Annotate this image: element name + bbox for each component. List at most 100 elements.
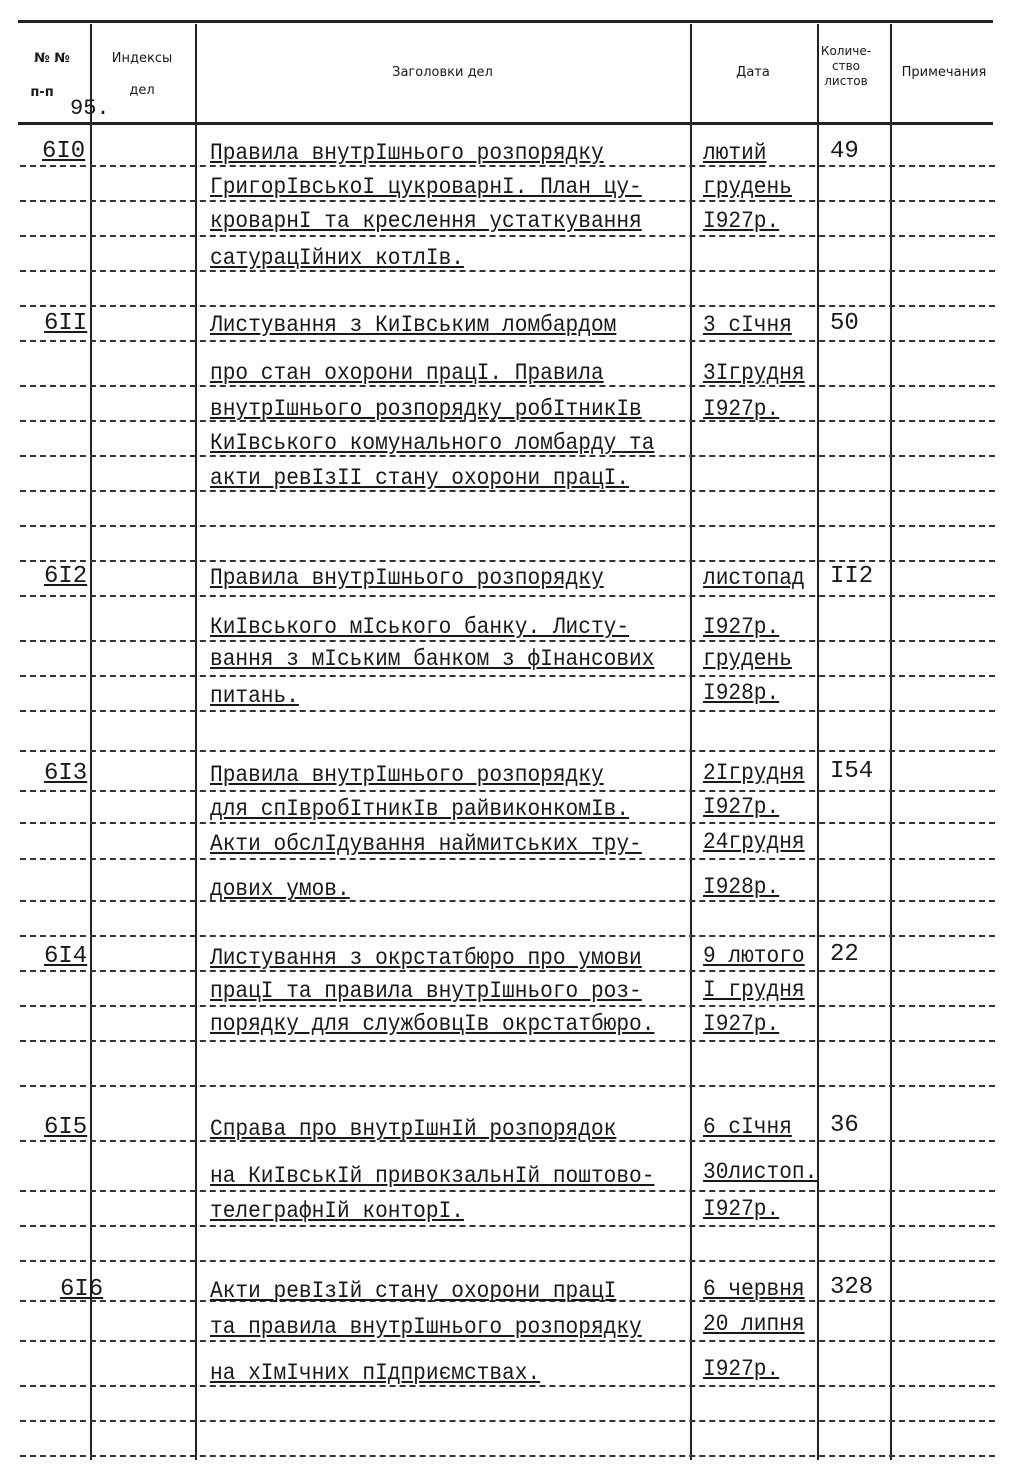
- entry-title-line: Правила внутрІшнього розпорядку: [210, 140, 604, 166]
- entry-title-line: порядку для службовцІв окрстатбюро.: [210, 1011, 655, 1037]
- entry-date-line: 24грудня: [703, 829, 805, 855]
- entry-number: 6I0: [42, 138, 86, 165]
- ruled-line: [20, 595, 995, 597]
- header-count: Количе-ство листов: [820, 44, 872, 88]
- ruled-line: [20, 235, 995, 237]
- entry-title-line: сатурацІйних котлІв.: [210, 245, 464, 271]
- ruled-line: [20, 305, 995, 307]
- entry-date-line: грудень: [703, 174, 792, 200]
- entry-date-line: 6 сІчня: [703, 1114, 792, 1140]
- entry-sheet-count: I54: [830, 758, 874, 785]
- header-notes: Примечания: [901, 65, 987, 80]
- entry-date-line: I927р.: [703, 1356, 780, 1382]
- entry-number: 6II: [44, 310, 88, 337]
- ruled-line: [20, 822, 995, 824]
- entry-date-line: I927р.: [703, 396, 780, 422]
- entry-title-line: дових умов.: [210, 876, 350, 902]
- column-divider: [817, 24, 819, 1460]
- entry-date-line: I927р.: [703, 1196, 780, 1222]
- header-title: Заголовки дел: [392, 65, 493, 80]
- ruled-line: [20, 1085, 995, 1087]
- ruled-line: [20, 340, 995, 342]
- entry-title-line: вання з мІським банком з фІнансових: [210, 646, 655, 672]
- column-divider: [195, 24, 197, 1460]
- column-divider: [890, 24, 892, 1460]
- ruled-line: [20, 710, 995, 712]
- entry-number: 6I2: [44, 563, 88, 590]
- entry-sheet-count: II2: [830, 563, 874, 590]
- ruled-line: [20, 675, 995, 677]
- page-number: 95.: [70, 96, 110, 121]
- entry-title-line: на КиІвськІй привокзальнІй поштово-: [210, 1163, 655, 1189]
- ruled-line: [20, 858, 995, 860]
- entry-date-line: листопад: [703, 565, 805, 591]
- entry-title-line: та правила внутрІшнього розпорядку: [210, 1314, 642, 1340]
- entry-title-line: ГригорІвськоІ цукроварнІ. План цу-: [210, 174, 642, 200]
- entry-title-line: Правила внутрІшнього розпорядку: [210, 565, 604, 591]
- entry-title-line: внутрІшнього розпорядку робІтникІв: [210, 396, 642, 422]
- entry-title-line: Акти обслІдування наймитських тру-: [210, 831, 642, 857]
- entry-title-line: Листування з КиІвським ломбардом: [210, 312, 617, 338]
- ruled-line: [20, 490, 995, 492]
- entry-number: 6I3: [44, 760, 88, 787]
- ruled-line: [20, 165, 995, 167]
- entry-date-line: I927р.: [703, 794, 780, 820]
- entry-date-line: 30листоп.: [703, 1159, 818, 1185]
- ruled-line: [20, 420, 995, 422]
- entry-date-line: 6 червня: [703, 1276, 805, 1302]
- entry-date-line: I928р.: [703, 680, 780, 706]
- ruled-line: [20, 1225, 995, 1227]
- ruled-line: [20, 1385, 995, 1387]
- header-number: № №: [34, 51, 70, 66]
- ruled-line: [20, 455, 995, 457]
- entry-number: 6I5: [44, 1114, 88, 1141]
- entry-number: 6I6: [60, 1276, 104, 1303]
- ruled-line: [20, 900, 995, 902]
- entry-date-line: 3Iгрудня: [703, 360, 805, 386]
- ruled-line: [20, 200, 995, 202]
- entry-sheet-count: 50: [830, 310, 859, 337]
- entry-sheet-count: 36: [830, 1112, 859, 1139]
- column-divider: [690, 24, 692, 1460]
- ruled-line: [20, 270, 995, 272]
- ruled-line: [20, 935, 995, 937]
- entry-title-line: КиІвського мІського банку. Листу-: [210, 614, 630, 640]
- column-divider: [90, 24, 92, 1460]
- ruled-line: [20, 1190, 995, 1192]
- header-index: Индексы: [111, 51, 173, 66]
- ruled-line: [20, 1455, 995, 1457]
- entry-title-line: Справа про внутрІшнІй розпорядок: [210, 1116, 617, 1142]
- ruled-line: [20, 970, 995, 972]
- ruled-line: [20, 1005, 995, 1007]
- ruled-line: [20, 790, 995, 792]
- entry-date-line: 20 липня: [703, 1311, 805, 1337]
- entry-title-line: акти ревІзІІ стану охорони працІ.: [210, 465, 630, 491]
- ruled-line: [20, 525, 995, 527]
- ruled-line: [20, 1260, 995, 1262]
- top-rule: [18, 20, 993, 23]
- entry-title-line: на хІмІчних пІдприємствах.: [210, 1360, 541, 1386]
- entry-sheet-count: 328: [830, 1274, 874, 1301]
- ruled-line: [20, 560, 995, 562]
- ruled-line: [20, 640, 995, 642]
- entry-title-line: про стан охорони працІ. Правила: [210, 360, 604, 386]
- entry-date-line: лютий: [703, 140, 767, 166]
- entry-title-line: Правила внутрІшнього розпорядку: [210, 762, 604, 788]
- ruled-line: [20, 1300, 995, 1302]
- ruled-line: [20, 1140, 995, 1142]
- entry-number: 6I4: [44, 943, 88, 970]
- entry-title-line: телеграфнІй конторІ.: [210, 1198, 464, 1224]
- header-number-sub: п-п: [30, 85, 54, 100]
- entry-date-line: I928р.: [703, 874, 780, 900]
- entry-date-line: I грудня: [703, 977, 805, 1003]
- entry-title-line: працІ та правила внутрІшнього роз-: [210, 978, 642, 1004]
- entry-date-line: грудень: [703, 646, 792, 672]
- entry-date-line: I927р.: [703, 208, 780, 234]
- entry-sheet-count: 49: [830, 138, 859, 165]
- entry-title-line: КиІвського комунального ломбарду та: [210, 430, 655, 456]
- header-index-sub: дел: [129, 83, 155, 98]
- entry-date-line: 9 лютого: [703, 943, 805, 969]
- ruled-line: [20, 1420, 995, 1422]
- entry-title-line: кроварнІ та креслення устаткування: [210, 208, 642, 234]
- header-rule: [18, 122, 993, 125]
